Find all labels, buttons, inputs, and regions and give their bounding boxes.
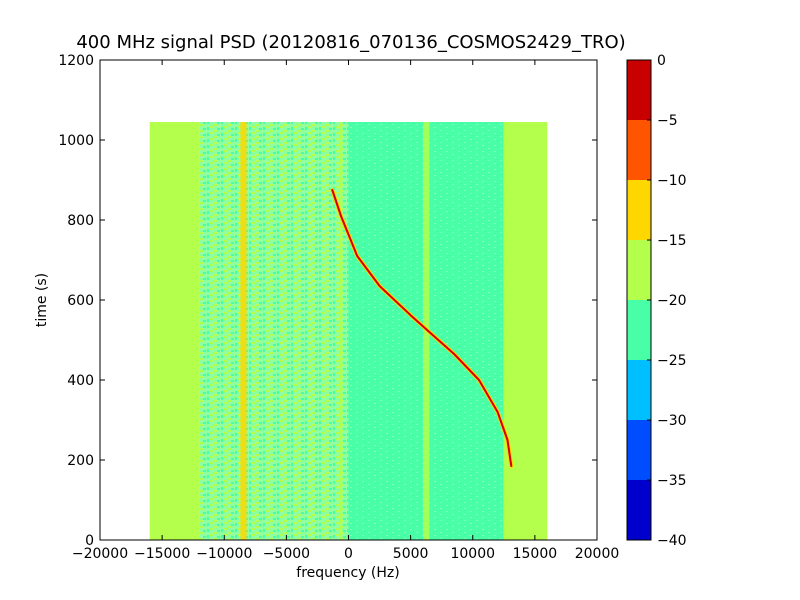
vertical-spectral-line — [339, 122, 343, 540]
x-axis-ticks: −20000 −15000 −10000 −5000 0 5000 10000 15000 20… — [72, 60, 619, 562]
colorbar-tick-label: 0 — [657, 53, 666, 69]
colorbar-tick-label: −10 — [657, 173, 687, 189]
colorbar-tick-label: −5 — [657, 113, 678, 129]
signal-trace — [331, 189, 513, 467]
x-tick-label: −15000 — [134, 546, 190, 562]
vertical-spectral-line — [240, 122, 247, 540]
colorbar-band — [627, 420, 651, 480]
colorbar-tick-label: −15 — [657, 233, 687, 249]
x-tick-label: 0 — [344, 546, 353, 562]
x-tick-label: −10000 — [196, 546, 252, 562]
x-axis-label: frequency (Hz) — [296, 565, 399, 581]
x-tick-label: 20000 — [575, 546, 620, 562]
colorbar-band — [627, 300, 651, 360]
y-tick-label: 0 — [85, 533, 94, 549]
x-tick-label: −20000 — [72, 546, 128, 562]
chart-title: 400 MHz signal PSD (20120816_070136_COSM… — [76, 32, 625, 53]
heatmap-region — [199, 122, 349, 540]
y-axis-ticks: 0 200 400 600 800 1000 1200 — [58, 53, 597, 549]
colorbar-tick-label: −30 — [657, 413, 687, 429]
colorbar-band — [627, 60, 651, 120]
colorbar-tick-label: −20 — [657, 293, 687, 309]
colorbar-band — [627, 120, 651, 180]
colorbar-band — [627, 240, 651, 300]
y-tick-label: 1200 — [58, 53, 94, 69]
x-tick-label: 15000 — [513, 546, 558, 562]
x-tick-label: 5000 — [393, 546, 429, 562]
colorbar: −40 −35 −30 −25 −20 −15 −10 −5 0 — [626, 53, 687, 549]
y-tick-label: 600 — [67, 293, 94, 309]
y-tick-label: 400 — [67, 373, 94, 389]
x-tick-label: 10000 — [450, 546, 495, 562]
colorbar-tick-label: −40 — [657, 533, 687, 549]
y-tick-label: 1000 — [58, 133, 94, 149]
heatmap-region — [149, 122, 200, 540]
colorbar-tick-label: −25 — [657, 353, 687, 369]
heatmap-layer — [149, 122, 548, 540]
colorbar-band — [627, 180, 651, 240]
y-tick-label: 200 — [67, 453, 94, 469]
y-axis-label: time (s) — [34, 273, 50, 327]
x-tick-label: −5000 — [263, 546, 310, 562]
colorbar-band — [627, 360, 651, 420]
heatmap-region — [503, 122, 548, 540]
y-tick-label: 800 — [67, 213, 94, 229]
colorbar-tick-label: −35 — [657, 473, 687, 489]
colorbar-band — [627, 480, 651, 540]
